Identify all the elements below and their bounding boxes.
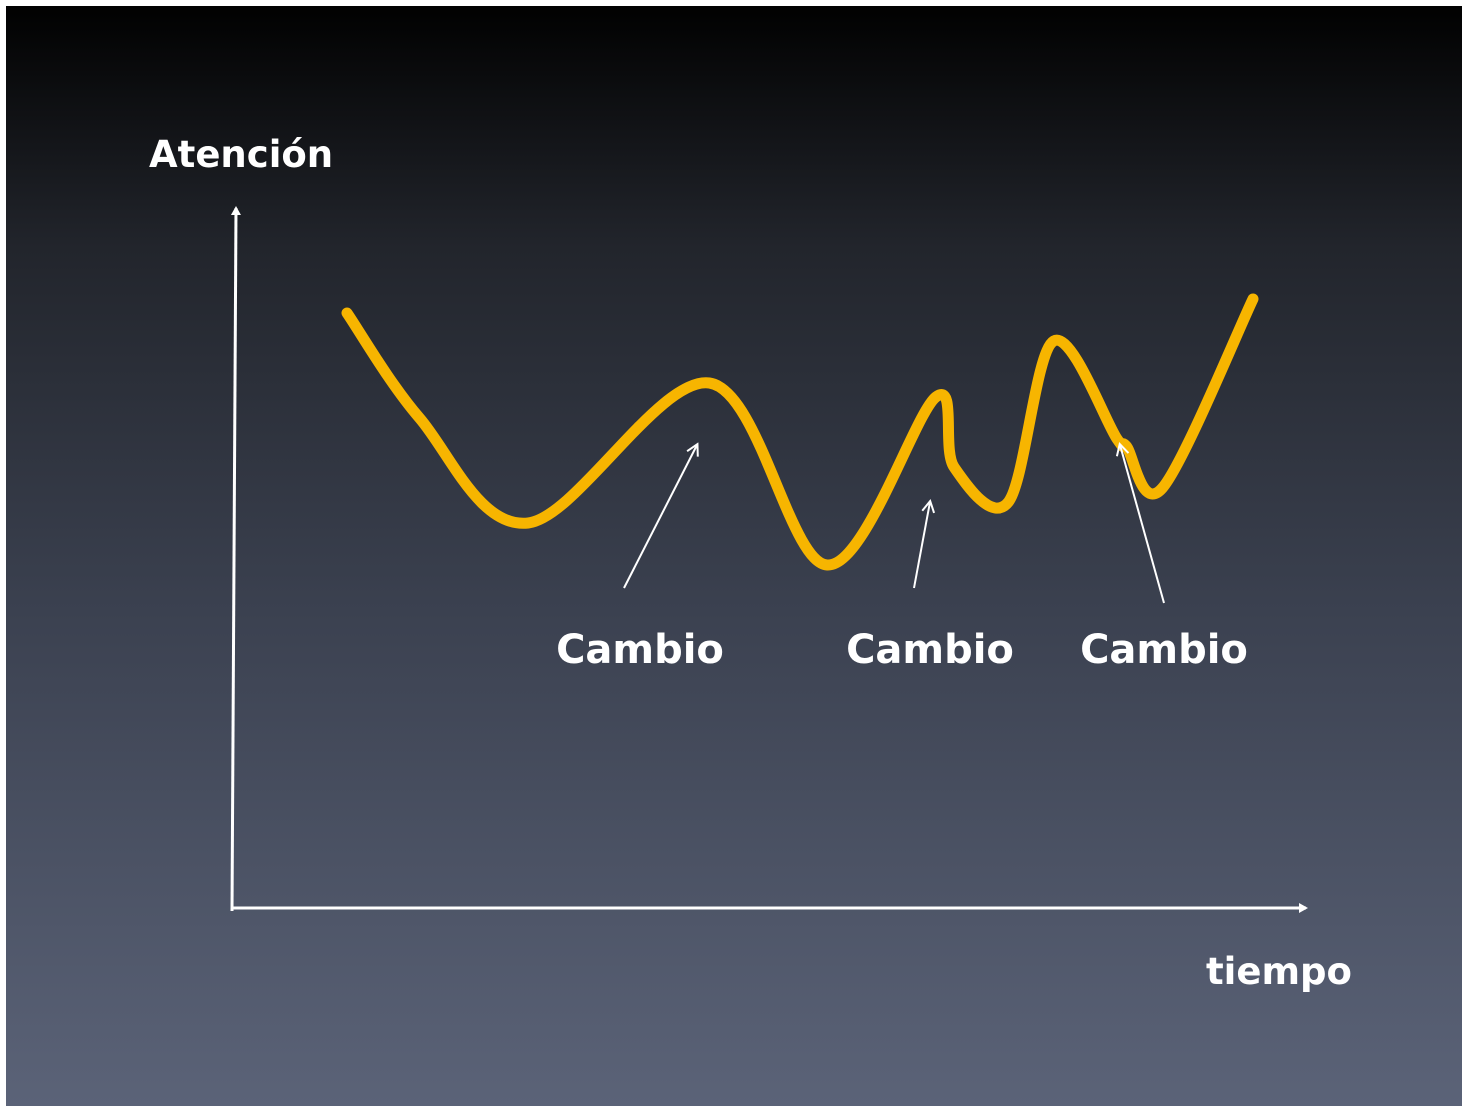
slide-background: Atención tiempo Cambio Cambio Cambio bbox=[6, 6, 1462, 1106]
annotation-label-2: Cambio bbox=[1080, 627, 1248, 673]
annotation-arrow-1 bbox=[913, 502, 930, 589]
annotation-arrow-0 bbox=[623, 445, 697, 589]
annotation-label-0: Cambio bbox=[556, 627, 724, 673]
x-axis-label: tiempo bbox=[1206, 950, 1352, 993]
attention-chart: Atención tiempo Cambio Cambio Cambio bbox=[149, 133, 1352, 993]
y-axis-label: Atención bbox=[149, 133, 333, 176]
annotation-label-1: Cambio bbox=[846, 627, 1014, 673]
series-line-0 bbox=[341, 293, 1259, 571]
annotation-arrow-2 bbox=[1120, 445, 1165, 604]
y-axis bbox=[230, 206, 241, 912]
